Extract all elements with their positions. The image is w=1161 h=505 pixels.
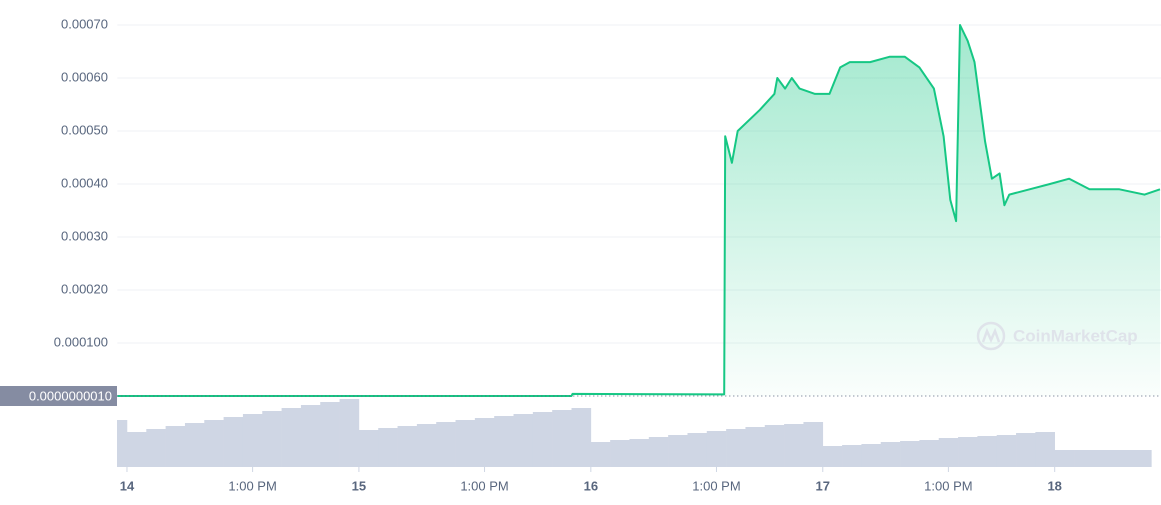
volume-bar [590,442,611,467]
x-tick-label: 1:00 PM [924,478,972,493]
volume-bar [358,430,379,467]
volume-bar [494,416,514,467]
volume-bar [262,411,282,467]
volume-bar [378,428,398,467]
x-tick-label: 1:00 PM [460,478,508,493]
watermark-logo-mark [981,327,1001,344]
x-tick-label: 1:00 PM [228,478,276,493]
volume-bar [706,431,727,467]
x-tick-label: 18 [1047,478,1061,493]
volume-bar [552,410,572,467]
watermark-text: CoinMarketCap [1013,326,1138,345]
y-tick-label: 0.00030 [61,228,108,243]
price-line [117,24,1161,397]
volume-bar [958,437,978,467]
volume-bars [117,399,1152,467]
watermark: CoinMarketCap [976,321,1138,351]
volume-bar [455,420,476,467]
volume-bar [1074,450,1094,467]
x-tick-label: 1:00 PM [692,478,740,493]
volume-bar [117,420,128,467]
volume-bar [223,417,244,467]
volume-bar [610,440,630,467]
price-area [117,25,1160,396]
volume-bar [880,442,901,467]
volume-bar [1093,450,1113,467]
y-marker-label: 0.0000000010 [29,388,112,403]
watermark-logo [976,321,1006,351]
x-tick-label: 16 [584,478,598,493]
volume-bar [300,405,321,467]
volume-bar [629,439,650,467]
volume-bar [571,408,592,467]
volume-bar [648,437,669,467]
volume-bar [1016,433,1036,467]
x-tick-label: 15 [352,478,366,493]
volume-bar [784,424,804,467]
labels: 0.000100 0.00020 0.00030 0.00040 0.00050 0.00… [0,16,1161,493]
volume-bar [900,441,920,467]
y-tick-label: 0.00060 [61,69,108,84]
y-tick-label: 0.00050 [61,122,108,137]
volume-bar [436,422,456,467]
y-tick-label: 0.000100 [54,334,108,349]
volume-bar [822,446,843,467]
volume-bar [165,426,186,467]
volume-bar [397,426,418,467]
volume-bar [242,414,263,467]
y-marker-box [0,385,117,406]
volume-bar [204,420,224,467]
volume-bar [919,440,940,467]
volume-bar [1035,432,1055,467]
volume-bar [745,427,766,467]
x-tick-label: 14 [120,478,135,493]
volume-bar [532,412,553,467]
y-tick-label: 0.00070 [61,16,108,31]
volume-bar [803,422,824,467]
volume-bar [416,424,437,467]
volume-bar [1112,450,1133,467]
volume-bar [339,399,360,467]
volume-bar [938,438,959,467]
volume-bar [1054,450,1075,467]
volume-bar [184,423,205,467]
volume-bar [861,444,882,467]
volume-bar [668,435,688,467]
volume-bar [126,432,147,467]
volume-bar [513,414,534,467]
x-tick-label: 17 [816,478,830,493]
volume-bar [320,402,340,467]
volume-bar [146,429,166,467]
y-tick-label: 0.00040 [61,175,108,190]
grid [117,24,1161,344]
volume-bar [687,433,708,467]
plot [117,24,1161,397]
volume-bar [977,436,998,467]
volume-bar [474,418,495,467]
volume-bar [842,445,862,467]
volume-bar [281,408,302,467]
volume-bar [996,435,1017,467]
volume-bar [1132,450,1152,467]
y-tick-label: 0.00020 [61,281,108,296]
volume-bar [726,429,746,467]
volume-bar [764,425,785,467]
